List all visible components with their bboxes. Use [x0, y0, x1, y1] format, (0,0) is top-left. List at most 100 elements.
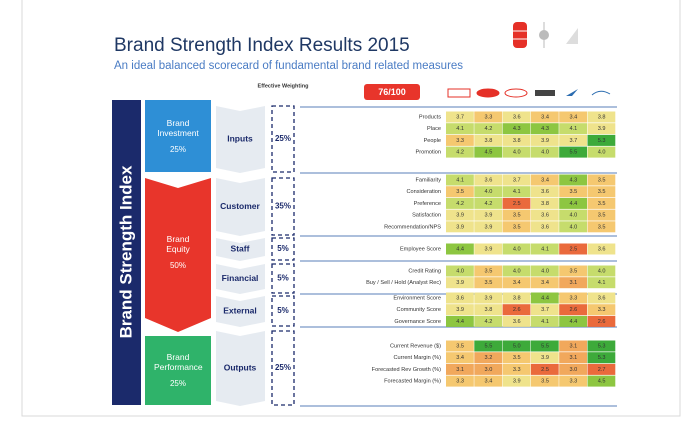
score-value: 5.3	[598, 138, 606, 144]
score-cell	[559, 146, 587, 158]
score-value: 4.1	[541, 319, 549, 325]
score-value: 3.5	[569, 268, 577, 274]
section-weight: 25%	[169, 144, 186, 154]
group-name: Customer	[220, 201, 260, 211]
score-value: 3.9	[541, 138, 549, 144]
score-cell	[446, 340, 474, 352]
score-cell	[446, 111, 474, 123]
score-cell	[446, 375, 474, 387]
score-cell	[474, 174, 503, 186]
score-value: 2.5	[513, 201, 521, 207]
section: Brand Equity 50%	[145, 180, 211, 325]
score-value: 3.6	[513, 319, 521, 325]
score-cell	[559, 111, 587, 123]
score-cell	[474, 375, 503, 387]
score-value: 3.5	[456, 343, 464, 349]
score-value: 3.1	[569, 343, 577, 349]
score-cell	[530, 277, 559, 289]
score-value: 3.9	[485, 295, 493, 301]
score-cell	[446, 123, 474, 135]
score-value: 4.3	[541, 126, 549, 132]
score-value: 3.3	[485, 114, 493, 120]
score-cell	[587, 221, 616, 233]
score-cell	[474, 243, 503, 255]
score-value: 3.2	[485, 355, 493, 361]
score: 76/100	[378, 87, 406, 97]
score-value: 3.6	[541, 224, 549, 230]
score-value: 3.6	[541, 189, 549, 195]
score-cell	[474, 146, 503, 158]
score-value: 4.3	[513, 126, 521, 132]
score-value: 4.4	[456, 246, 464, 252]
score-value: 3.3	[569, 379, 577, 385]
score-value: 4.2	[485, 319, 493, 325]
score-cell	[587, 243, 616, 255]
score-cell	[474, 134, 503, 146]
score-value: 3.6	[598, 295, 606, 301]
group-weight: 25%	[275, 363, 291, 372]
score-cell	[530, 197, 559, 209]
score-value: 4.1	[513, 189, 521, 195]
score-cell	[559, 292, 587, 304]
score-value: 3.8	[541, 201, 549, 207]
score-value: 3.3	[456, 379, 464, 385]
score-value: 3.5	[598, 224, 606, 230]
weight-box	[271, 263, 295, 294]
score-cell	[587, 315, 616, 327]
score-cell	[502, 197, 531, 209]
group-shape	[216, 178, 265, 236]
score-value: 3.4	[485, 379, 493, 385]
score-value: 4.1	[456, 126, 464, 132]
group-weight: 5%	[277, 274, 289, 283]
score-value: 3.5	[513, 355, 521, 361]
score-cell	[559, 352, 587, 364]
row-label: Forecasted Margin (%)	[384, 379, 441, 385]
group-name: Outputs	[224, 362, 257, 372]
score-value: 5.0	[513, 343, 521, 349]
score-cell	[530, 134, 559, 146]
subtitle: An ideal balanced scorecard of fundament…	[114, 60, 463, 72]
score-value: 3.5	[598, 189, 606, 195]
score-cell	[446, 315, 474, 327]
score-cell	[446, 277, 474, 289]
score-value: 4.5	[598, 379, 606, 385]
row-label: Products	[419, 114, 441, 120]
section: Brand Performance 25%	[145, 336, 211, 405]
score-value: 3.3	[569, 295, 577, 301]
score-value: 3.0	[485, 367, 493, 373]
group-shape	[216, 331, 265, 406]
score-cell	[474, 221, 503, 233]
row-label: Place	[427, 126, 441, 132]
score-cell	[530, 174, 559, 186]
score-cell	[530, 304, 559, 316]
score-cell	[559, 265, 587, 277]
score-value: 4.0	[513, 150, 521, 156]
score-cell	[587, 375, 616, 387]
score-cell	[446, 174, 474, 186]
score-cell	[446, 146, 474, 158]
score-value: 5.3	[598, 355, 606, 361]
score-cell	[587, 209, 616, 221]
section-name: Brand Investment	[157, 117, 199, 138]
score-cell	[502, 265, 531, 277]
score-cell	[446, 352, 474, 364]
score-value: 5.3	[598, 343, 606, 349]
score-cell	[474, 186, 503, 198]
score-value: 3.5	[485, 280, 493, 286]
group-name: Financial	[222, 273, 259, 283]
score-cell	[502, 292, 531, 304]
score-value: 4.4	[456, 319, 464, 325]
score-value: 3.1	[456, 367, 464, 373]
row-label: Satisfaction	[412, 213, 441, 219]
score-value: 3.3	[456, 138, 464, 144]
brand-logos	[447, 88, 611, 98]
score-cell	[474, 123, 503, 135]
weight-box	[271, 237, 295, 261]
score-cell	[559, 243, 587, 255]
score-cell	[502, 315, 531, 327]
score-value: 3.8	[485, 138, 493, 144]
row-label: Community Score	[397, 307, 441, 313]
section-shape	[145, 100, 211, 172]
score-cell	[559, 277, 587, 289]
score-cell	[587, 352, 616, 364]
